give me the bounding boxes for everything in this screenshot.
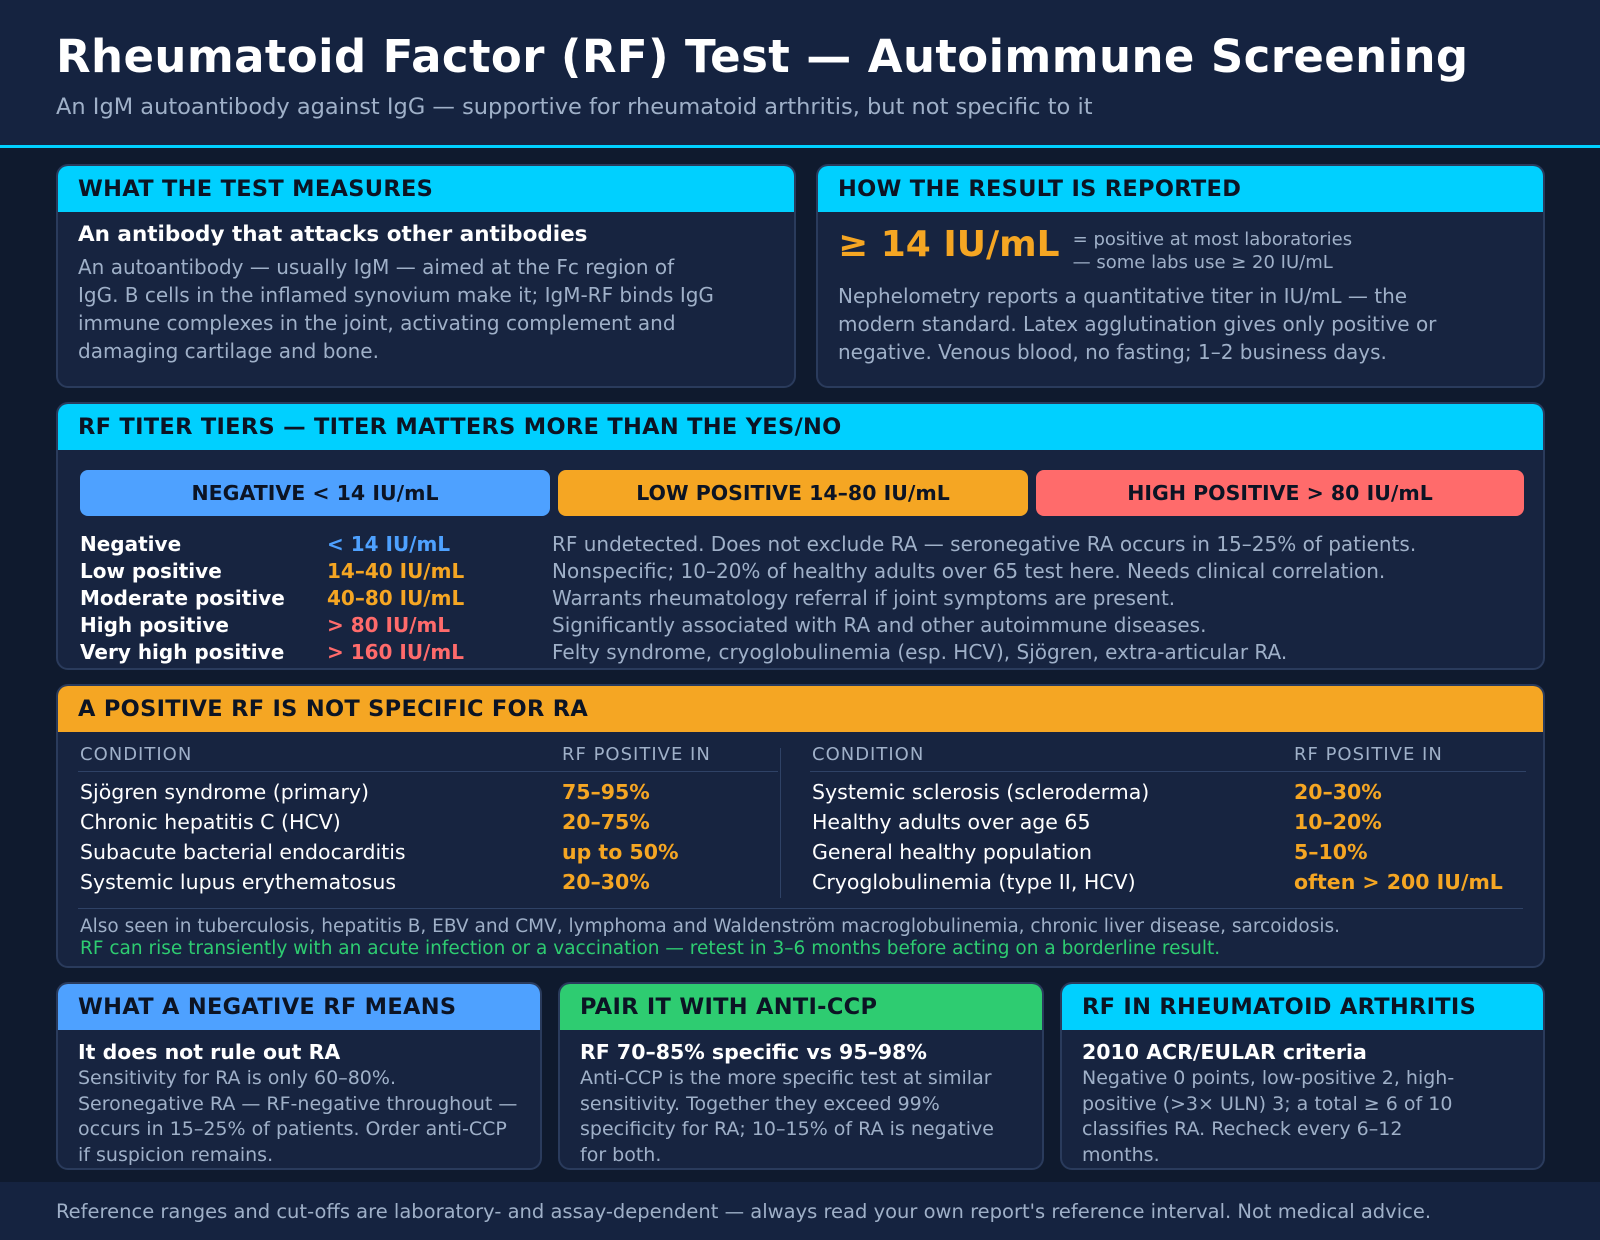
condition-pct: 75–95% bbox=[562, 780, 650, 804]
cutoff-note: = positive at most laboratories — some l… bbox=[1073, 228, 1352, 274]
tier-high-badge: HIGH POSITIVE > 80 IU/mL bbox=[1036, 470, 1524, 516]
anticcp-text: Anti-CCP is the more specific test at si… bbox=[580, 1067, 994, 1166]
cutoff-note-line2: — some labs use ≥ 20 IU/mL bbox=[1072, 252, 1333, 273]
ra-card: RF IN RHEUMATOID ARTHRITIS 2010 ACR/EULA… bbox=[1060, 982, 1545, 1170]
measures-lead: An antibody that attacks other antibodie… bbox=[78, 222, 588, 247]
table-row: Cryoglobulinemia (type II, HCV) often > … bbox=[810, 870, 1526, 900]
tier-value: < 14 IU/mL bbox=[327, 532, 451, 556]
table-row: General healthy population 5–10% bbox=[810, 840, 1526, 870]
condition-name: Healthy adults over age 65 bbox=[812, 810, 1091, 834]
table-row: Healthy adults over age 65 10–20% bbox=[810, 810, 1526, 840]
negative-lead: It does not rule out RA bbox=[78, 1040, 341, 1064]
tier-value: 14–40 IU/mL bbox=[327, 559, 465, 583]
tier-name: Negative bbox=[80, 532, 182, 556]
table-row: Systemic lupus erythematosus 20–30% bbox=[78, 870, 778, 900]
condition-name: Subacute bacterial endocarditis bbox=[80, 840, 406, 864]
condition-name: Systemic lupus erythematosus bbox=[80, 870, 397, 894]
cutoff-note-line1: = positive at most laboratories bbox=[1072, 229, 1353, 250]
table-row: Chronic hepatitis C (HCV) 20–75% bbox=[78, 810, 778, 840]
anticcp-heading: PAIR IT WITH ANTI-CCP bbox=[560, 984, 1042, 1030]
tier-low-badge: LOW POSITIVE 14–80 IU/mL bbox=[558, 470, 1028, 516]
tier-desc: Significantly associated with RA and oth… bbox=[552, 613, 1207, 637]
tier-value: > 160 IU/mL bbox=[327, 640, 465, 664]
condition-pct: 20–30% bbox=[1294, 780, 1382, 804]
tier-row: High positive > 80 IU/mL Significantly a… bbox=[80, 613, 1520, 640]
tier-name: Very high positive bbox=[80, 640, 285, 664]
condition-name: Systemic sclerosis (scleroderma) bbox=[812, 780, 1150, 804]
column-divider bbox=[780, 748, 781, 898]
page-footer: Reference ranges and cut-offs are labora… bbox=[0, 1182, 1600, 1240]
condition-name: Chronic hepatitis C (HCV) bbox=[80, 810, 341, 834]
notes-divider bbox=[78, 908, 1523, 909]
footer-disclaimer: Reference ranges and cut-offs are labora… bbox=[56, 1200, 1432, 1223]
anticcp-lead: RF 70–85% specific vs 95–98% bbox=[580, 1040, 927, 1064]
negative-card: WHAT A NEGATIVE RF MEANS It does not rul… bbox=[56, 982, 542, 1170]
tiers-card: RF TITER TIERS — TITER MATTERS MORE THAN… bbox=[56, 402, 1545, 670]
tier-value: > 80 IU/mL bbox=[327, 613, 451, 637]
condition-name: Sjögren syndrome (primary) bbox=[80, 780, 370, 804]
tier-desc: Nonspecific; 10–20% of healthy adults ov… bbox=[552, 559, 1386, 583]
table-header: CONDITION RF POSITIVE IN bbox=[810, 744, 1526, 772]
condition-name: Cryoglobulinemia (type II, HCV) bbox=[812, 870, 1136, 894]
col-positive-header: RF POSITIVE IN bbox=[562, 744, 711, 765]
ra-lead: 2010 ACR/EULAR criteria bbox=[1082, 1040, 1367, 1064]
anticcp-card: PAIR IT WITH ANTI-CCP RF 70–85% specific… bbox=[558, 982, 1044, 1170]
negative-heading: WHAT A NEGATIVE RF MEANS bbox=[58, 984, 540, 1030]
condition-pct: 10–20% bbox=[1294, 810, 1382, 834]
ra-text: Negative 0 points, low-positive 2, high-… bbox=[1082, 1067, 1455, 1166]
specificity-heading: A POSITIVE RF IS NOT SPECIFIC FOR RA bbox=[58, 686, 1543, 732]
reported-heading: HOW THE RESULT IS REPORTED bbox=[818, 166, 1543, 212]
col-condition-header: CONDITION bbox=[812, 744, 925, 765]
col-positive-header: RF POSITIVE IN bbox=[1294, 744, 1443, 765]
tier-row: Low positive 14–40 IU/mL Nonspecific; 10… bbox=[80, 559, 1520, 586]
measures-heading: WHAT THE TEST MEASURES bbox=[58, 166, 794, 212]
tier-name: High positive bbox=[80, 613, 229, 637]
tier-row: Moderate positive 40–80 IU/mL Warrants r… bbox=[80, 586, 1520, 613]
page-header: Rheumatoid Factor (RF) Test — Autoimmune… bbox=[0, 0, 1600, 148]
tier-desc: Warrants rheumatology referral if joint … bbox=[552, 586, 1176, 610]
tiers-heading: RF TITER TIERS — TITER MATTERS MORE THAN… bbox=[58, 404, 1543, 450]
table-row: Systemic sclerosis (scleroderma) 20–30% bbox=[810, 780, 1526, 810]
reported-text: Nephelometry reports a quantitative tite… bbox=[838, 284, 1437, 364]
ra-heading: RF IN RHEUMATOID ARTHRITIS bbox=[1062, 984, 1543, 1030]
tier-row: Very high positive > 160 IU/mL Felty syn… bbox=[80, 640, 1520, 667]
specificity-card: A POSITIVE RF IS NOT SPECIFIC FOR RA CON… bbox=[56, 684, 1545, 968]
condition-name: General healthy population bbox=[812, 840, 1092, 864]
condition-pct: 5–10% bbox=[1294, 840, 1368, 864]
negative-text: Sensitivity for RA is only 60–80%. Seron… bbox=[78, 1067, 518, 1166]
table-row: Sjögren syndrome (primary) 75–95% bbox=[78, 780, 778, 810]
col-condition-header: CONDITION bbox=[80, 744, 193, 765]
tier-row: Negative < 14 IU/mL RF undetected. Does … bbox=[80, 532, 1520, 559]
positive-cutoff-value: ≥ 14 IU/mL bbox=[838, 224, 1060, 265]
other-conditions-note: Also seen in tuberculosis, hepatitis B, … bbox=[80, 916, 1341, 937]
conditions-right-table: CONDITION RF POSITIVE IN Systemic sclero… bbox=[810, 744, 1526, 900]
condition-pct: 20–30% bbox=[562, 870, 650, 894]
tier-name: Moderate positive bbox=[80, 586, 285, 610]
measures-card: WHAT THE TEST MEASURES An antibody that … bbox=[56, 164, 796, 388]
reported-card: HOW THE RESULT IS REPORTED ≥ 14 IU/mL = … bbox=[816, 164, 1545, 388]
table-row: Subacute bacterial endocarditis up to 50… bbox=[78, 840, 778, 870]
measures-text: An autoantibody — usually IgM — aimed at… bbox=[78, 255, 714, 363]
page-title: Rheumatoid Factor (RF) Test — Autoimmune… bbox=[56, 30, 1469, 83]
condition-pct: up to 50% bbox=[562, 840, 679, 864]
tier-desc: RF undetected. Does not exclude RA — ser… bbox=[552, 532, 1417, 556]
condition-pct: 20–75% bbox=[562, 810, 650, 834]
tier-value: 40–80 IU/mL bbox=[327, 586, 465, 610]
tier-desc: Felty syndrome, cryoglobulinemia (esp. H… bbox=[552, 640, 1288, 664]
tier-negative-badge: NEGATIVE < 14 IU/mL bbox=[80, 470, 550, 516]
tier-name: Low positive bbox=[80, 559, 222, 583]
table-header: CONDITION RF POSITIVE IN bbox=[78, 744, 778, 772]
conditions-left-table: CONDITION RF POSITIVE IN Sjögren syndrom… bbox=[78, 744, 778, 900]
retest-note: RF can rise transiently with an acute in… bbox=[80, 938, 1221, 959]
condition-pct: often > 200 IU/mL bbox=[1294, 870, 1503, 894]
page-subtitle: An IgM autoantibody against IgG — suppor… bbox=[56, 94, 1093, 120]
